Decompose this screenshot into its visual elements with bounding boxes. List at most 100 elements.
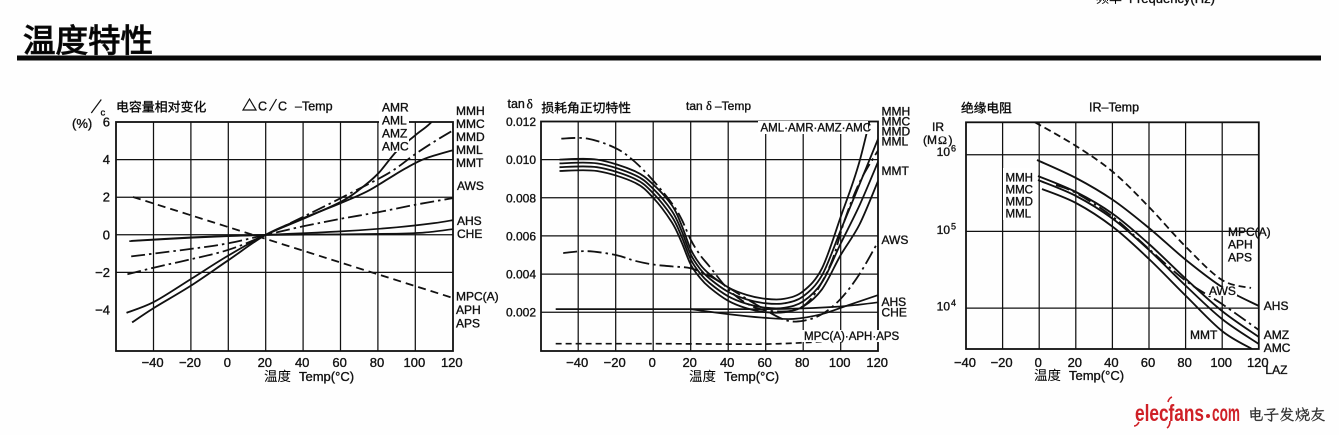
svg-text:0: 0 bbox=[103, 227, 110, 242]
svg-text:(%): (%) bbox=[72, 116, 92, 131]
svg-text:120: 120 bbox=[1247, 355, 1269, 370]
svg-text:LAZ: LAZ bbox=[1265, 363, 1287, 377]
svg-text:AHS: AHS bbox=[457, 214, 482, 228]
svg-text:AHS: AHS bbox=[1264, 299, 1289, 313]
svg-text:–Temp: –Temp bbox=[715, 99, 751, 113]
svg-text:10: 10 bbox=[937, 223, 951, 237]
svg-text:AHS: AHS bbox=[882, 295, 907, 309]
svg-text:tan: tan bbox=[508, 97, 525, 111]
svg-text:Ω: Ω bbox=[938, 133, 947, 147]
svg-text:40: 40 bbox=[720, 355, 734, 370]
svg-text:0.008: 0.008 bbox=[506, 191, 536, 205]
svg-text:AWS: AWS bbox=[1209, 284, 1236, 298]
svg-text:2: 2 bbox=[103, 190, 110, 205]
svg-text:120: 120 bbox=[441, 355, 463, 370]
svg-text:0: 0 bbox=[649, 355, 656, 370]
svg-text:MMD: MMD bbox=[1006, 197, 1033, 209]
svg-text:60: 60 bbox=[332, 355, 346, 370]
svg-text:AMZ: AMZ bbox=[382, 127, 407, 141]
svg-text:AWS: AWS bbox=[882, 233, 909, 247]
svg-text:6: 6 bbox=[951, 143, 956, 153]
svg-text:0.010: 0.010 bbox=[506, 153, 536, 167]
svg-text:MML: MML bbox=[882, 135, 909, 149]
svg-text:100: 100 bbox=[404, 355, 426, 370]
svg-text:MML: MML bbox=[1006, 209, 1032, 221]
svg-text:−40: −40 bbox=[142, 355, 164, 370]
svg-text:−40: −40 bbox=[566, 355, 588, 370]
svg-text:AMZ: AMZ bbox=[1264, 328, 1289, 342]
svg-text:): ) bbox=[949, 133, 953, 147]
svg-text:0.004: 0.004 bbox=[506, 268, 536, 282]
svg-text:4: 4 bbox=[951, 298, 956, 308]
svg-text:6: 6 bbox=[103, 115, 110, 130]
svg-text:MPC(A): MPC(A) bbox=[456, 290, 499, 304]
svg-text:MMD: MMD bbox=[456, 130, 485, 144]
svg-text:AMC: AMC bbox=[1264, 341, 1291, 355]
svg-text:MMC: MMC bbox=[882, 115, 911, 129]
svg-text:δ: δ bbox=[527, 97, 533, 112]
svg-text:MMT: MMT bbox=[1190, 328, 1218, 342]
svg-text:120: 120 bbox=[866, 355, 888, 370]
svg-text:Temp(°C): Temp(°C) bbox=[724, 369, 779, 384]
svg-text:80: 80 bbox=[1177, 355, 1191, 370]
svg-text:APS: APS bbox=[1228, 250, 1252, 264]
svg-text:0: 0 bbox=[224, 355, 231, 370]
svg-text:10: 10 bbox=[937, 145, 951, 159]
svg-text:APH: APH bbox=[1228, 238, 1253, 252]
svg-text:MPC(A): MPC(A) bbox=[1228, 225, 1271, 239]
svg-text:5: 5 bbox=[951, 221, 956, 231]
svg-text:tan: tan bbox=[686, 99, 703, 113]
svg-text:Temp(°C): Temp(°C) bbox=[1069, 368, 1124, 383]
svg-text:Frequency(Hz): Frequency(Hz) bbox=[1129, 0, 1215, 6]
svg-text:–Temp: –Temp bbox=[295, 100, 333, 114]
svg-text:AMC: AMC bbox=[382, 140, 409, 154]
svg-text:IR: IR bbox=[932, 120, 944, 134]
svg-text:APS: APS bbox=[456, 317, 480, 331]
svg-text:−20: −20 bbox=[991, 355, 1013, 370]
svg-text:MPC(A)·APH·APS: MPC(A)·APH·APS bbox=[804, 331, 900, 343]
svg-text:CHE: CHE bbox=[882, 306, 907, 320]
svg-text:MMC: MMC bbox=[456, 117, 485, 131]
svg-text:−20: −20 bbox=[179, 355, 201, 370]
svg-text:MMH: MMH bbox=[1006, 173, 1033, 185]
svg-text:0.012: 0.012 bbox=[506, 115, 536, 129]
svg-text:MMC: MMC bbox=[1006, 185, 1033, 197]
svg-text:δ: δ bbox=[706, 99, 712, 113]
svg-text:−20: −20 bbox=[604, 355, 626, 370]
svg-text:AWS: AWS bbox=[457, 179, 484, 193]
svg-text:0.002: 0.002 bbox=[506, 306, 536, 320]
svg-text:IR–Temp: IR–Temp bbox=[1089, 101, 1139, 115]
svg-text:c: c bbox=[101, 108, 106, 119]
svg-text:MML: MML bbox=[456, 143, 483, 157]
svg-text:MMD: MMD bbox=[882, 125, 911, 139]
svg-text:−40: −40 bbox=[954, 355, 976, 370]
svg-text:100: 100 bbox=[829, 355, 851, 370]
svg-text:C: C bbox=[278, 100, 287, 114]
svg-text:com: com bbox=[1212, 400, 1240, 426]
svg-text:AML: AML bbox=[382, 114, 407, 128]
svg-text:60: 60 bbox=[757, 355, 771, 370]
svg-text:C: C bbox=[258, 100, 267, 114]
svg-text:−2: −2 bbox=[95, 265, 110, 280]
svg-text:40: 40 bbox=[295, 355, 309, 370]
svg-text:20: 20 bbox=[682, 355, 696, 370]
svg-text:10: 10 bbox=[937, 300, 951, 314]
svg-text:−4: −4 bbox=[95, 303, 110, 318]
svg-text:Temp(°C): Temp(°C) bbox=[299, 369, 354, 384]
svg-text:0.006: 0.006 bbox=[506, 229, 536, 243]
svg-text:20: 20 bbox=[1068, 355, 1082, 370]
svg-text:CHE: CHE bbox=[457, 227, 482, 241]
svg-text:60: 60 bbox=[1141, 355, 1155, 370]
svg-text:AMR: AMR bbox=[382, 101, 409, 115]
svg-text:MMT: MMT bbox=[882, 164, 910, 178]
svg-text:0: 0 bbox=[1035, 355, 1042, 370]
svg-text:AML·AMR·AMZ·AMC: AML·AMR·AMZ·AMC bbox=[761, 123, 872, 135]
svg-text:80: 80 bbox=[370, 355, 384, 370]
svg-text:20: 20 bbox=[258, 355, 272, 370]
svg-text:MMH: MMH bbox=[882, 105, 911, 119]
svg-text:(M: (M bbox=[923, 133, 937, 147]
svg-text:80: 80 bbox=[795, 355, 809, 370]
svg-text:40: 40 bbox=[1104, 355, 1118, 370]
svg-text:4: 4 bbox=[103, 152, 110, 167]
svg-text:MMT: MMT bbox=[456, 156, 484, 170]
